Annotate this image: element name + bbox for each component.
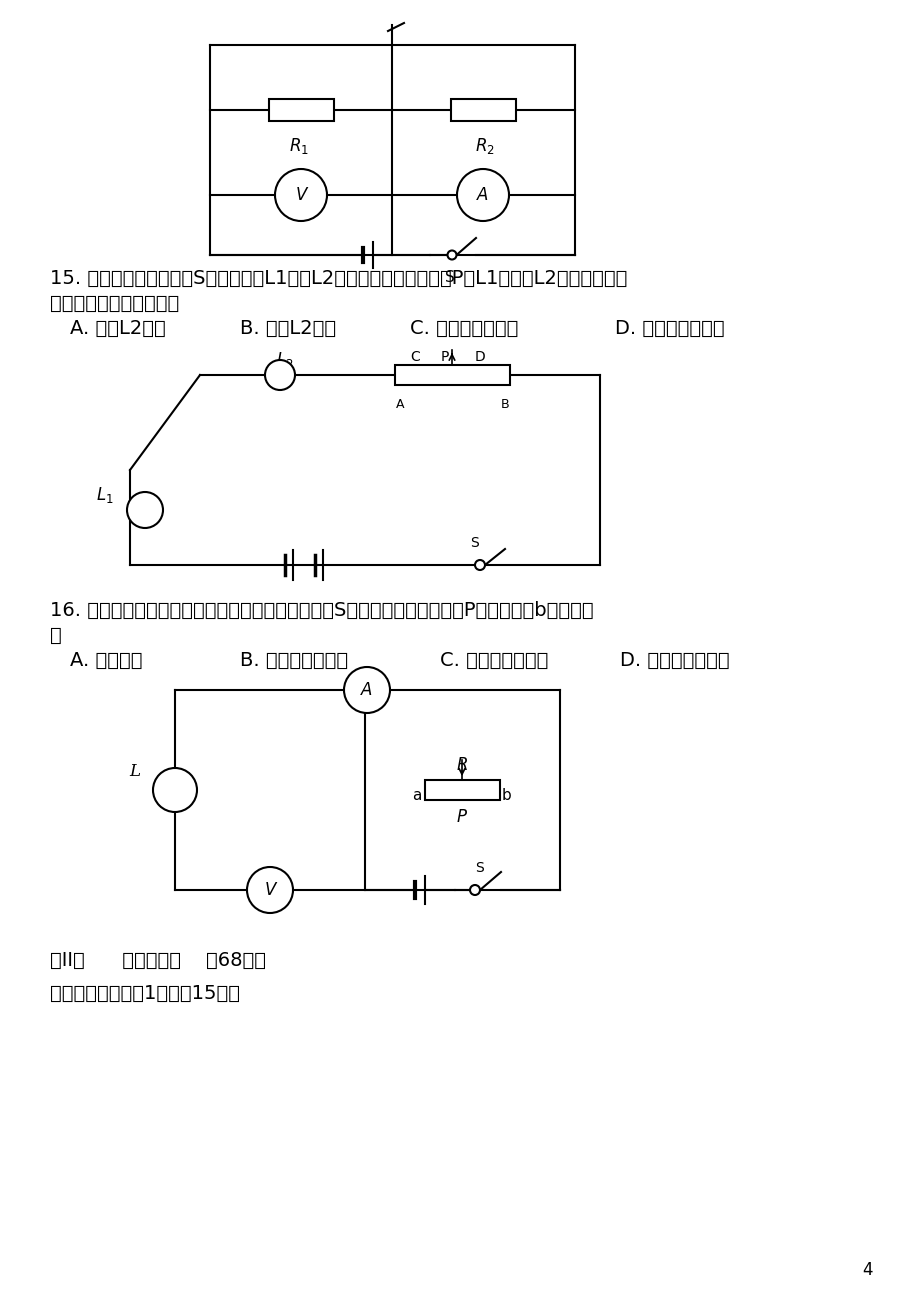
Circle shape <box>447 250 456 259</box>
Text: D: D <box>474 350 485 365</box>
Text: A: A <box>477 186 488 204</box>
Text: P: P <box>440 350 448 365</box>
Text: V: V <box>295 186 306 204</box>
Text: A. 灯泡L2短路: A. 灯泡L2短路 <box>70 319 165 337</box>
Text: 第II卷      （非选择题    共68分）: 第II卷 （非选择题 共68分） <box>50 950 266 970</box>
Text: 4: 4 <box>862 1262 872 1279</box>
Text: V: V <box>264 881 276 898</box>
Text: 现这一现象的原因可能是: 现这一现象的原因可能是 <box>50 293 179 312</box>
Text: $P$: $P$ <box>456 810 468 827</box>
Circle shape <box>344 667 390 713</box>
Circle shape <box>457 169 508 221</box>
Text: C. 电流表示数变小: C. 电流表示数变小 <box>439 651 548 669</box>
Text: S: S <box>445 270 454 285</box>
Text: b: b <box>502 788 511 802</box>
Circle shape <box>474 560 484 570</box>
Circle shape <box>265 359 295 391</box>
Bar <box>450 99 516 121</box>
Text: 16. 如图所示，电路的电源电压保持不变，闭合开关S，将滑动变阻器的滑片P从中点移到b端的过程: 16. 如图所示，电路的电源电压保持不变，闭合开关S，将滑动变阻器的滑片P从中点… <box>50 600 593 620</box>
Text: $R$: $R$ <box>456 758 468 775</box>
Circle shape <box>127 492 163 529</box>
Text: C. 滑动变阻器断路: C. 滑动变阻器断路 <box>410 319 517 337</box>
Circle shape <box>275 169 326 221</box>
Text: S: S <box>475 861 483 875</box>
Text: 二、填空题（每空1分，共15分）: 二、填空题（每空1分，共15分） <box>50 983 240 1003</box>
Text: D. 电路总功率变小: D. 电路总功率变小 <box>619 651 729 669</box>
Text: 中: 中 <box>50 625 62 644</box>
Bar <box>268 99 334 121</box>
Text: B: B <box>500 398 509 411</box>
Text: $L_1$: $L_1$ <box>96 486 114 505</box>
Text: A. 灯泡变暗: A. 灯泡变暗 <box>70 651 142 669</box>
Text: B. 灯泡L2断路: B. 灯泡L2断路 <box>240 319 335 337</box>
Circle shape <box>246 867 292 913</box>
Text: L: L <box>130 763 141 780</box>
Text: $R_1$: $R_1$ <box>289 135 309 156</box>
Text: a: a <box>412 788 421 802</box>
Text: $R_2$: $R_2$ <box>474 135 494 156</box>
Text: $L_2$: $L_2$ <box>276 350 293 370</box>
Text: S: S <box>471 536 479 549</box>
Text: D. 滑动变阻器短路: D. 滑动变阻器短路 <box>614 319 724 337</box>
Text: A: A <box>361 681 372 699</box>
Text: C: C <box>410 350 419 365</box>
Text: A: A <box>395 398 403 411</box>
Text: B. 电压表示数变大: B. 电压表示数变大 <box>240 651 347 669</box>
Bar <box>425 780 499 799</box>
Circle shape <box>470 885 480 894</box>
Text: 15. 如图所示，闭合开关S，发现灯泡L1亮，L2不亮。调节变阻器滑片P，L1变亮，L2始终不亮，出: 15. 如图所示，闭合开关S，发现灯泡L1亮，L2不亮。调节变阻器滑片P，L1变… <box>50 268 627 288</box>
Circle shape <box>153 768 197 812</box>
Bar <box>394 365 509 385</box>
